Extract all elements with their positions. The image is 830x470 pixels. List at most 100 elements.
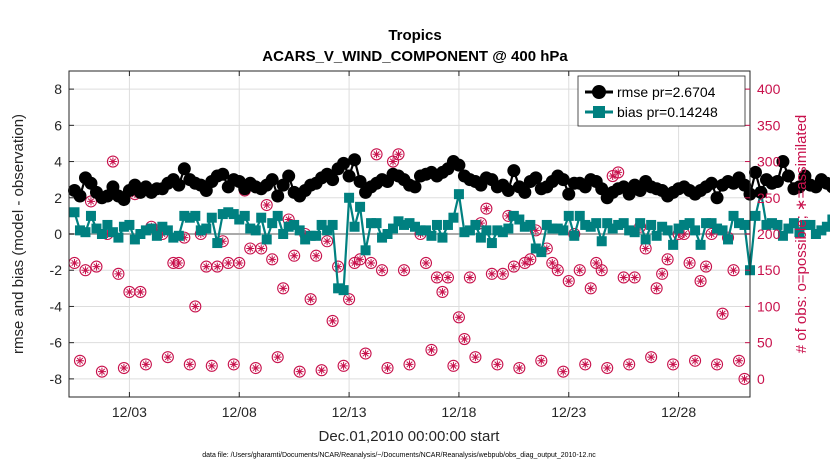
bias-marker [574, 210, 585, 221]
rmse-marker [216, 167, 230, 181]
bias-marker [377, 232, 388, 243]
obs-point [562, 275, 575, 288]
obs-assimilated-marker [641, 244, 650, 253]
bias-marker [607, 223, 618, 234]
bias-marker [415, 225, 426, 236]
bias-marker [113, 232, 124, 243]
obs-point [397, 264, 411, 277]
obs-point [639, 242, 652, 255]
obs-point [452, 311, 465, 324]
obs-assimilated-marker [553, 266, 562, 275]
obs-point [326, 314, 339, 327]
bias-marker [679, 219, 690, 230]
bias-marker [690, 225, 701, 236]
obs-assimilated-marker [273, 353, 282, 362]
obs-assimilated-marker [581, 360, 590, 369]
obs-point [79, 264, 92, 277]
obs-point [689, 354, 702, 367]
bias-marker [635, 218, 646, 229]
bias-marker [827, 214, 830, 225]
obs-point [139, 358, 152, 371]
bias-marker [519, 221, 530, 232]
obs-point [441, 271, 454, 284]
rmse-marker [348, 153, 362, 167]
obs-assimilated-marker [290, 251, 299, 260]
obs-point [73, 354, 87, 367]
bias-marker [580, 219, 591, 230]
obs-point [557, 365, 570, 378]
y2-tick-label: 0 [757, 371, 765, 387]
bias-marker [541, 219, 552, 230]
bias-marker [173, 230, 184, 241]
obs-assimilated-marker [328, 316, 337, 325]
obs-possible-marker [134, 285, 147, 299]
obs-possible-marker [95, 365, 109, 378]
bias-marker [805, 219, 816, 230]
obs-possible-marker [277, 282, 290, 295]
obs-point [524, 253, 537, 266]
bias-marker [684, 218, 695, 229]
obs-point [375, 264, 389, 277]
obs-point [315, 364, 328, 377]
obs-point [710, 358, 724, 371]
legend-rmse-label: rmse pr=2.6704 [617, 84, 716, 100]
rmse-marker [776, 155, 790, 169]
bias-marker [388, 223, 399, 234]
x-axis-label: Dec.01,2010 00:00:00 start [319, 428, 501, 445]
obs-assimilated-marker [449, 361, 458, 370]
rmse-marker [408, 180, 422, 194]
y2-tick-label: 250 [757, 190, 781, 206]
obs-possible-marker [645, 351, 658, 364]
obs-possible-marker [579, 358, 592, 371]
obs-point [288, 249, 301, 262]
obs-point [430, 271, 444, 284]
obs-point [277, 282, 290, 295]
bias-marker [162, 225, 173, 236]
obs-assimilated-marker [323, 237, 332, 246]
obs-possible-marker [397, 264, 411, 277]
obs-possible-marker [694, 275, 707, 288]
bias-marker [728, 210, 739, 221]
obs-possible-marker [343, 293, 356, 306]
obs-possible-marker [392, 148, 405, 161]
obs-possible-marker [507, 260, 520, 273]
obs-point [623, 358, 636, 371]
obs-point [392, 148, 405, 161]
obs-point [480, 202, 493, 215]
obs-assimilated-marker [339, 361, 348, 370]
obs-possible-marker [689, 354, 702, 367]
y-tick-label: 0 [54, 226, 62, 242]
bias-marker [223, 207, 234, 218]
obs-assimilated-marker [729, 266, 738, 275]
bias-marker [810, 229, 821, 239]
bias-marker [437, 232, 448, 243]
obs-point [628, 271, 641, 284]
bias-marker [750, 210, 761, 221]
obs-possible-marker [656, 267, 669, 280]
obs-assimilated-marker [317, 366, 326, 375]
obs-assimilated-marker [487, 269, 496, 278]
bias-marker [508, 210, 519, 221]
obs-assimilated-marker [185, 360, 194, 369]
rmse-marker [705, 176, 719, 190]
bias-marker [201, 223, 212, 234]
bias-marker [761, 219, 772, 230]
obs-point [683, 256, 696, 270]
obs-possible-marker [551, 264, 564, 277]
y2-tick-label: 150 [757, 262, 781, 278]
obs-possible-marker [260, 198, 273, 212]
bias-marker [245, 223, 256, 234]
obs-assimilated-marker [180, 233, 189, 242]
bias-marker [327, 219, 338, 230]
obs-assimilated-marker [141, 360, 150, 369]
y-tick-label: 4 [54, 154, 62, 170]
obs-point [584, 282, 597, 295]
obs-assimilated-marker [592, 258, 601, 267]
obs-point [601, 361, 614, 375]
obs-possible-marker [227, 358, 240, 371]
y-tick-label: 8 [54, 81, 62, 97]
obs-point [172, 256, 185, 270]
bias-marker [267, 218, 278, 229]
bias-marker [338, 285, 349, 296]
rmse-marker [73, 189, 87, 203]
